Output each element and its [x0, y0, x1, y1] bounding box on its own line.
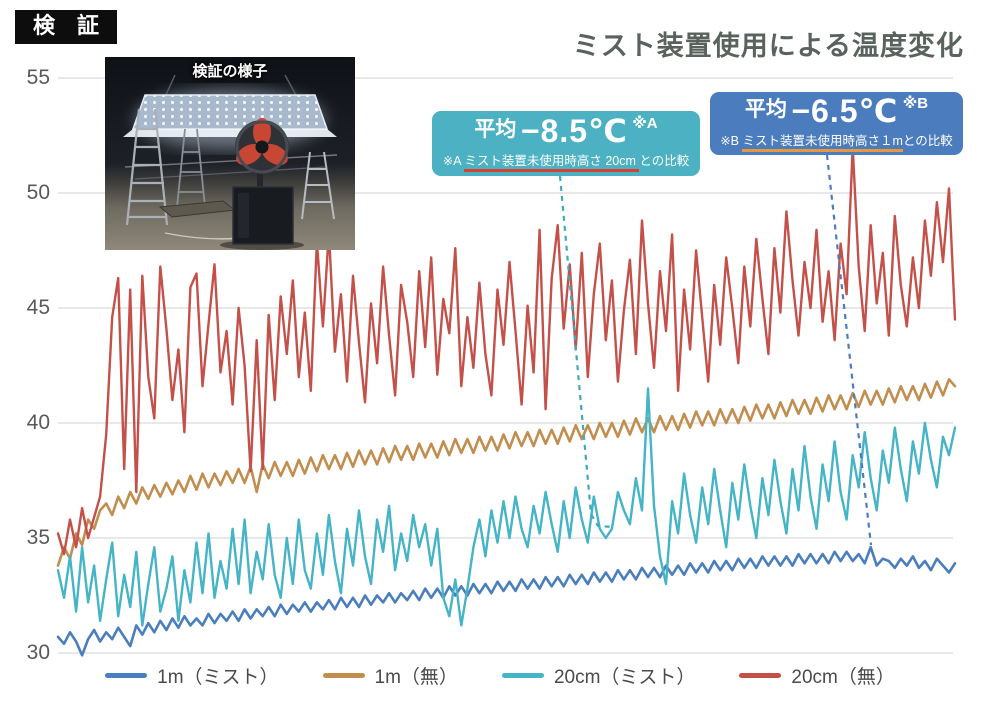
legend-item-20cm-mist: 20cm（ミスト）: [501, 662, 696, 689]
callout-average-b: 平均 −6.5℃ ※B ※B ミスト装置未使用時高さ１mとの比較: [710, 92, 963, 155]
callout-a-headline: 平均 −8.5℃ ※A: [432, 113, 700, 149]
callout-a-note: ※A ミスト装置未使用時高さ 20cm との比較: [432, 150, 700, 172]
callout-b-headline: 平均 −6.5℃ ※B: [710, 93, 963, 129]
page-title: ミスト装置使用による温度変化: [572, 31, 964, 61]
y-tick-30: 30: [26, 641, 50, 664]
photo-caption: 検証の様子: [192, 63, 268, 80]
legend-swatch-20cm-none: [739, 673, 782, 678]
callout-a-note-prefix: ※A: [442, 153, 465, 168]
ladder-right: [301, 151, 335, 220]
legend-label-1m-none: 1m（無）: [374, 667, 458, 688]
callout-a-connector: [558, 175, 615, 529]
callout-b-note-prefix: ※B: [720, 133, 743, 148]
y-tick-50: 50: [26, 181, 50, 204]
ladder-left: [125, 108, 169, 226]
verification-badge-label: 検 証: [33, 13, 100, 38]
legend-item-20cm-none: 20cm（無）: [739, 662, 895, 689]
legend-item-1m-none: 1m（無）: [322, 662, 458, 689]
legend-label-1m-mist: 1m（ミスト）: [157, 667, 279, 688]
callout-a-note-suffix: との比較: [639, 153, 690, 168]
series-20cm-none: [56, 145, 957, 556]
callout-average-a: 平均 −8.5℃ ※A ※A ミスト装置未使用時高さ 20cm との比較: [432, 111, 700, 176]
y-tick-40: 40: [26, 411, 50, 434]
callout-b-note: ※B ミスト装置未使用時高さ１mとの比較: [710, 130, 963, 152]
callout-b-label: 平均: [744, 98, 787, 121]
series-1m-none: [56, 377, 957, 567]
mist-fan-machine: [220, 118, 304, 250]
chart-legend: 1m（ミスト） 1m（無） 20cm（ミスト） 20cm（無）: [0, 662, 1000, 689]
y-tick-55: 55: [26, 66, 50, 89]
callout-b-ref: ※B: [902, 95, 929, 112]
callout-b-note-suffix: との比較: [902, 133, 953, 148]
callout-a-ref: ※A: [632, 115, 658, 132]
verification-photo: 検証の様子: [105, 57, 355, 250]
series-20cm-mist: [56, 387, 957, 627]
ladder-middle: [176, 128, 206, 208]
legend-label-20cm-mist: 20cm（ミスト）: [553, 667, 696, 688]
y-tick-35: 35: [26, 526, 50, 549]
y-tick-45: 45: [26, 296, 50, 319]
legend-swatch-1m-none: [322, 673, 365, 678]
callout-a-label: 平均: [474, 118, 517, 141]
legend-swatch-20cm-mist: [501, 673, 544, 678]
verification-badge: 検 証: [15, 10, 118, 45]
callout-a-value: −8.5℃: [520, 113, 628, 149]
callout-b-value: −6.5℃: [791, 93, 899, 129]
callout-b-note-underlined: ミスト装置未使用時高さ１m: [742, 133, 903, 152]
verification-photo-image: [105, 57, 355, 250]
legend-item-1m-mist: 1m（ミスト）: [105, 662, 279, 689]
series-1m-mist: [56, 545, 957, 657]
legend-swatch-1m-mist: [105, 673, 148, 678]
callout-a-note-underlined: ミスト装置未使用時高さ 20cm: [464, 153, 640, 172]
legend-label-20cm-none: 20cm（無）: [791, 667, 895, 688]
